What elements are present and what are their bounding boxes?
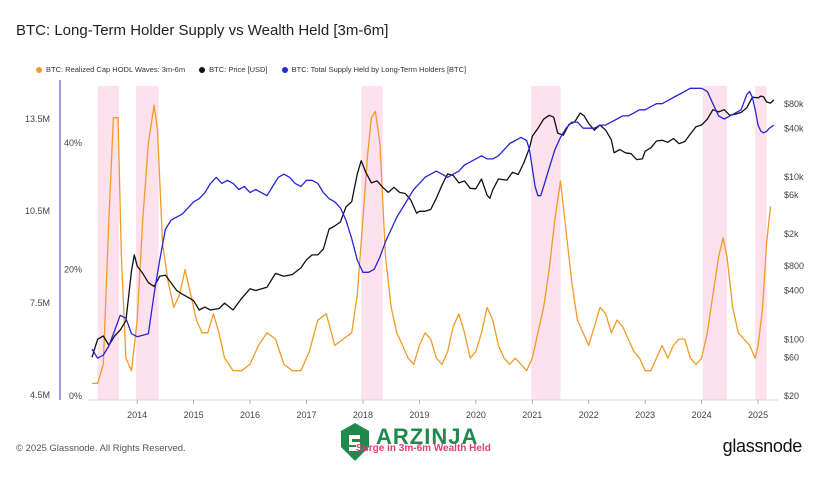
legend-label: BTC: Realized Cap HODL Waves: 3m-6m xyxy=(46,65,186,74)
y-inner-tick-label: 0% xyxy=(69,391,82,401)
watermark-text: ARZINJA xyxy=(376,424,479,449)
black-dot-icon xyxy=(199,66,206,73)
x-tick-label: 2020 xyxy=(466,410,486,420)
legend-label: BTC: Price [USD] xyxy=(209,65,268,74)
watermark: ARZINJA Surge in 3m-6m Wealth Held xyxy=(338,422,538,466)
chart-legend: BTC: Realized Cap HODL Waves: 3m-6m BTC:… xyxy=(36,65,478,75)
legend-item-hodl-waves[interactable]: BTC: Realized Cap HODL Waves: 3m-6m xyxy=(36,65,185,74)
y-right-tick-label: $60 xyxy=(784,352,799,362)
chart-title: BTC: Long-Term Holder Supply vs Wealth H… xyxy=(16,22,389,39)
y-right-tick-label: $10k xyxy=(784,172,804,182)
arzinja-logo-icon xyxy=(341,423,369,461)
x-tick-label: 2024 xyxy=(692,410,712,420)
orange-dot-icon xyxy=(36,66,42,73)
y-inner-tick-label: 40% xyxy=(64,138,82,148)
x-tick-label: 2019 xyxy=(409,410,429,420)
y-inner-tick-label: 20% xyxy=(64,265,82,275)
lth-supply-line xyxy=(91,87,775,359)
hodl-waves-line xyxy=(92,104,772,385)
y-right-tick-label: $100 xyxy=(784,334,804,344)
x-tick-label: 2015 xyxy=(184,410,204,420)
highlight-band xyxy=(361,86,383,400)
highlight-band xyxy=(136,86,159,400)
y-right-tick-label: $20 xyxy=(784,391,799,401)
y-right-tick-label: $40k xyxy=(784,123,804,133)
y-right-tick-label: $400 xyxy=(784,286,804,296)
legend-label: BTC: Total Supply Held by Long-Term Hold… xyxy=(291,65,467,74)
price-line xyxy=(91,95,775,358)
blue-dot-icon xyxy=(281,66,288,73)
y-left-tick-label: 4.5M xyxy=(30,390,50,400)
x-tick-label: 2017 xyxy=(296,410,316,420)
legend-item-lth-supply[interactable]: BTC: Total Supply Held by Long-Term Hold… xyxy=(281,65,467,74)
y-left-tick-label: 13.5M xyxy=(25,114,50,124)
highlight-band xyxy=(531,86,561,400)
highlight-band xyxy=(702,86,728,400)
y-right-tick-label: $80k xyxy=(784,99,804,109)
x-tick-label: 2014 xyxy=(127,410,147,420)
y-left-tick-label: 10.5M xyxy=(25,206,50,216)
y-left-tick-label: 7.5M xyxy=(30,298,50,308)
x-tick-label: 2022 xyxy=(579,410,599,420)
x-tick-label: 2025 xyxy=(748,410,768,420)
y-right-tick-label: $800 xyxy=(784,261,804,271)
x-tick-label: 2016 xyxy=(240,410,260,420)
legend-item-price[interactable]: BTC: Price [USD] xyxy=(199,65,268,74)
highlight-band xyxy=(755,86,767,400)
x-tick-label: 2021 xyxy=(522,410,542,420)
y-right-tick-label: $2k xyxy=(784,229,799,239)
x-tick-label: 2023 xyxy=(635,410,655,420)
watermark-caption: Surge in 3m-6m Wealth Held xyxy=(356,443,491,454)
glassnode-logo: glassnode xyxy=(722,436,803,456)
copyright-text: © 2025 Glassnode. All Rights Reserved. xyxy=(16,443,186,454)
y-right-tick-label: $6k xyxy=(784,190,799,200)
x-tick-label: 2018 xyxy=(353,410,373,420)
